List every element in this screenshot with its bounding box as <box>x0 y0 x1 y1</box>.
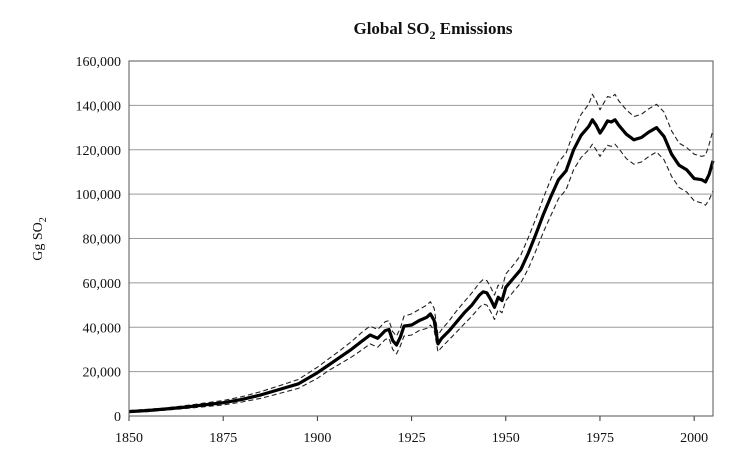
x-tick-label: 1975 <box>586 431 614 446</box>
x-tick-label: 1950 <box>492 431 520 446</box>
y-tick-labels: 0 20,000 40,000 60,000 80,000 100,000 120,000 1… <box>76 55 122 425</box>
y-tick-label: 160,000 <box>76 55 122 70</box>
y-tick-label: 140,000 <box>76 99 122 114</box>
y-tick-label: 40,000 <box>83 321 122 336</box>
y-tick-label: 60,000 <box>83 277 122 292</box>
series-central-estimate <box>128 118 715 414</box>
y-tick-label: 0 <box>114 410 121 425</box>
x-tick-label: 1925 <box>398 431 426 446</box>
x-tick-label: 1900 <box>303 431 331 446</box>
series-lower-bound <box>128 143 714 413</box>
plot-frame <box>128 60 714 417</box>
y-tick-label: 20,000 <box>83 366 122 381</box>
series-lines <box>128 93 715 414</box>
y-axis-label: Gg SO2 <box>31 217 49 261</box>
chart-title: Global SO2 Emissions <box>353 19 512 42</box>
x-tick-label: 1875 <box>209 431 237 446</box>
x-tick-label: 1850 <box>115 431 143 446</box>
gridlines <box>129 60 713 417</box>
x-tick-labels: 1850 1875 1900 1925 1950 1975 2000 <box>115 416 708 446</box>
y-tick-label: 80,000 <box>83 233 122 248</box>
y-tick-label: 100,000 <box>76 188 122 203</box>
y-tick-label: 120,000 <box>76 144 122 159</box>
series-upper-bound <box>128 93 714 412</box>
x-tick-label: 2000 <box>680 431 708 446</box>
